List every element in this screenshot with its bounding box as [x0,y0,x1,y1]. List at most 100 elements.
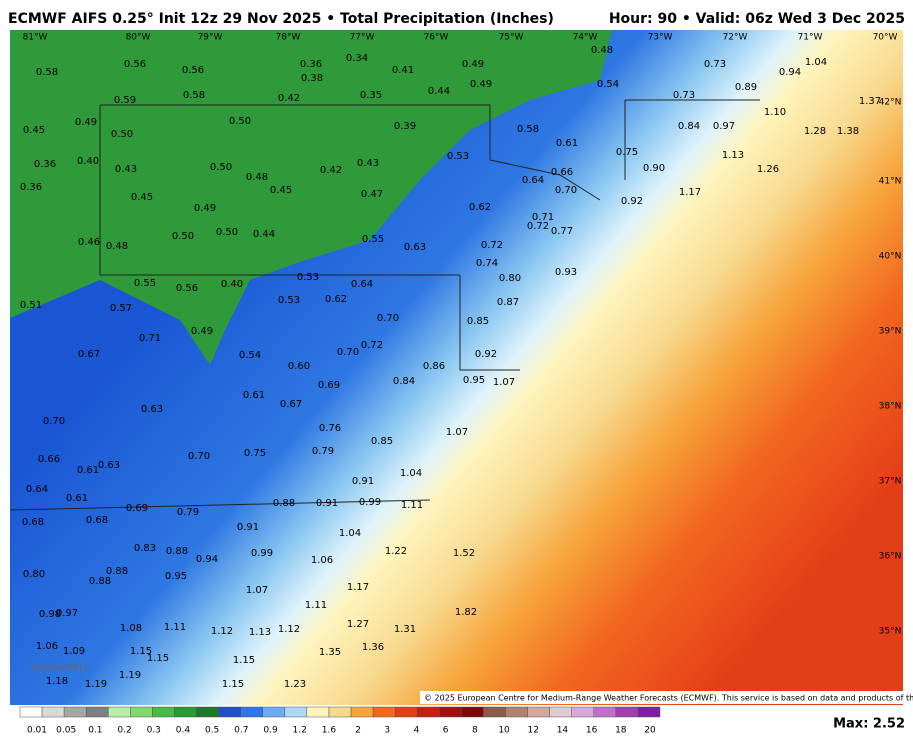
longitude-label: 76°W [424,33,449,43]
colorbar-swatch [483,706,506,718]
precip-value-label: 0.49 [470,79,492,90]
precip-value-label: 0.93 [555,267,577,278]
precip-value-label: 0.99 [251,548,273,559]
precip-value-label: 1.11 [305,600,327,611]
precip-value-label: 0.58 [36,67,58,78]
precip-value-label: 0.50 [210,162,232,173]
precip-value-label: 0.40 [221,279,243,290]
precip-value-label: 0.72 [481,240,503,251]
colorbar-swatch [439,706,462,718]
precip-value-label: 1.04 [400,468,422,479]
precip-value-label: 0.49 [75,117,97,128]
latitude-label: 38°N [879,402,902,412]
precip-value-label: 0.54 [597,79,619,90]
precip-value-label: 0.84 [393,376,415,387]
precip-value-label: 1.52 [453,548,475,559]
precip-value-label: 0.49 [194,203,216,214]
precip-value-label: 0.91 [352,476,374,487]
precip-value-label: 0.61 [243,390,265,401]
precip-value-label: 0.44 [428,86,450,97]
precip-value-label: 0.90 [643,163,665,174]
colorbar-swatch [461,706,484,718]
latitude-label: 40°N [879,252,902,262]
precip-value-label: 0.60 [288,361,310,372]
colorbar-swatch [416,706,440,718]
precip-value-label: 0.50 [111,129,133,140]
colorbar-label: 1.2 [293,726,307,736]
precip-value-label: 0.41 [392,65,414,76]
precip-value-label: 0.94 [779,67,801,78]
precip-value-label: 0.67 [280,399,302,410]
precip-value-label: 0.73 [704,59,726,70]
precip-value-label: 0.91 [237,522,259,533]
colorbar-swatch [549,706,572,718]
colorbar-label: 8 [472,726,478,736]
colorbar-swatch [262,706,286,718]
precip-value-label: 0.88 [273,498,295,509]
precip-value-label: 0.84 [678,121,700,132]
precip-value-label: 0.45 [131,192,153,203]
precip-value-label: 1.31 [394,624,416,635]
precip-value-label: 0.35 [360,90,382,101]
precip-value-label: 1.35 [319,647,341,658]
precip-value-label: 0.50 [216,227,238,238]
precip-value-label: 0.67 [78,349,100,360]
colorbar-label: 0.7 [234,726,248,736]
precip-value-label: 1.23 [284,679,306,690]
colorbar-label: 4 [414,726,420,736]
precip-value-label: 0.89 [735,82,757,93]
precip-value-label: 1.17 [347,582,369,593]
latitude-label: 41°N [879,177,902,187]
precip-value-label: 0.62 [325,294,347,305]
precip-value-label: 0.45 [270,185,292,196]
colorbar-swatch [41,706,65,718]
precip-value-label: 0.39 [394,121,416,132]
precip-value-label: 1.38 [837,126,859,137]
precip-value-label: 0.80 [499,273,521,284]
precip-value-label: 1.36 [362,642,384,653]
precip-value-label: 0.73 [673,90,695,101]
colorbar-swatch [19,706,43,718]
precip-value-label: 0.48 [106,241,128,252]
max-value: Max: 2.52 [833,717,905,732]
colorbar-label: 6 [443,726,449,736]
colorbar-swatch [108,706,131,718]
precip-value-label: 0.71 [532,212,554,223]
colorbar-label: 0.5 [205,726,219,736]
precip-value-label: 0.50 [172,231,194,242]
colorbar-label: 0.01 [27,726,47,736]
precip-value-label: 0.94 [196,554,218,565]
precip-value-label: 0.36 [34,159,56,170]
precip-value-label: 0.85 [371,436,393,447]
precip-value-label: 1.07 [446,427,468,438]
precip-value-label: 0.45 [23,125,45,136]
longitude-label: 77°W [350,33,375,43]
precip-value-label: 0.53 [297,272,319,283]
title: ECMWF AIFS 0.25° Init 12z 29 Nov 2025 • … [8,11,554,27]
colorbar-swatch [174,706,197,718]
precip-value-label: 0.54 [239,350,261,361]
longitude-label: 71°W [798,33,823,43]
precip-value-label: 0.57 [110,303,132,314]
colorbar-swatch [593,706,617,718]
longitude-label: 73°W [648,33,673,43]
precip-value-label: 1.27 [347,619,369,630]
precip-value-label: 1.07 [246,585,268,596]
copyright: © 2025 European Centre for Medium-Range … [424,694,913,703]
precip-value-label: 0.38 [301,73,323,84]
latitude-label: 42°N [879,98,902,108]
precip-green-zone [10,30,612,365]
precip-value-label: 0.68 [22,517,44,528]
colorbar-label: 1.6 [322,726,337,736]
precip-value-label: 0.61 [66,493,88,504]
longitude-label: 81°W [23,33,48,43]
precip-value-label: 1.26 [757,164,779,175]
colorbar-label: 12 [528,726,539,736]
precip-value-label: 1.22 [385,546,407,557]
colorbar-swatch [615,706,639,718]
precip-value-label: 0.42 [278,93,300,104]
precip-value-label: 1.18 [46,676,68,687]
precip-value-label: 1.06 [311,555,333,566]
precip-value-label: 1.19 [85,679,107,690]
